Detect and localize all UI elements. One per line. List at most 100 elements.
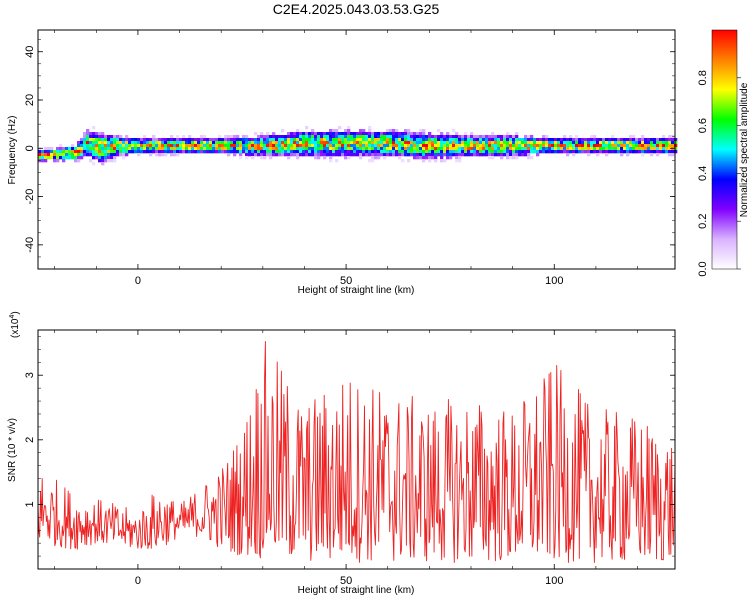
spectrogram-cell [491, 132, 495, 136]
spectrogram-cell [362, 138, 366, 142]
spectrogram-cell [344, 129, 348, 133]
spectrogram-cell [674, 150, 678, 154]
spectrogram-cell [389, 135, 393, 139]
spectrogram-cell [176, 150, 180, 154]
spectrogram-cell [401, 141, 405, 145]
spectrogram-cell [305, 150, 309, 154]
spectrogram-cell [38, 153, 42, 157]
spectrogram-cell [602, 141, 606, 145]
spectrogram-cell [104, 159, 108, 163]
spectrogram-cell [524, 141, 528, 145]
spectrogram-cell [503, 147, 507, 151]
spectrogram-cell [350, 135, 354, 139]
spectrogram-cell [638, 150, 642, 154]
spectrogram-cell [164, 144, 168, 148]
spectrogram-cell [203, 144, 207, 148]
spectrogram-cell [224, 138, 228, 142]
spectrogram-cell [485, 144, 489, 148]
spectrogram-cell [479, 135, 483, 139]
spectrogram-cell [569, 144, 573, 148]
spectrogram-cell [356, 144, 360, 148]
spectrogram-cell [89, 159, 93, 163]
spectrogram-cell [296, 156, 300, 160]
spectrogram-cell [290, 147, 294, 151]
spectrogram-cell [317, 141, 321, 145]
spectrogram-cell [356, 153, 360, 157]
spectrogram-cell [359, 132, 363, 136]
spectrogram-cell [254, 132, 258, 136]
spectrogram-cell [386, 138, 390, 142]
spectrogram-cell [575, 150, 579, 154]
spectrogram-cell [260, 132, 264, 136]
spectrogram-cell [377, 138, 381, 142]
spectrogram-cell [509, 156, 513, 160]
spectrogram-cell [467, 150, 471, 154]
spectrogram-cell [329, 129, 333, 133]
spectrogram-cell [632, 138, 636, 142]
spectrogram-cell [422, 147, 426, 151]
spectrogram-cell [512, 153, 516, 157]
spectrogram-cell [167, 147, 171, 151]
spectrogram-cell [440, 156, 444, 160]
spectrogram-cell [329, 150, 333, 154]
spectrogram-cell [428, 132, 432, 136]
spectrogram-cell [281, 153, 285, 157]
spectrogram-cell [245, 138, 249, 142]
spectrogram-cell [95, 135, 99, 139]
spectrogram-cell [212, 138, 216, 142]
spectrogram-cell [209, 147, 213, 151]
spectrogram-cell [494, 144, 498, 148]
spectrogram-cell [413, 138, 417, 142]
spectrogram-cell [374, 135, 378, 139]
spectrogram-cell [239, 153, 243, 157]
spectrogram-cell [338, 147, 342, 151]
spectrogram-cell [92, 150, 96, 154]
spectrogram-cell [632, 141, 636, 145]
spectrogram-cell [56, 153, 60, 157]
spectrogram-cell [170, 138, 174, 142]
spectrogram-cell [350, 141, 354, 145]
spectrogram-cell [557, 150, 561, 154]
colorbar-frame [711, 29, 738, 270]
spectrogram-cell [125, 141, 129, 145]
spectrogram-cell [659, 138, 663, 142]
spectrogram-cell [92, 162, 96, 166]
spectrogram-cell [311, 147, 315, 151]
spectrogram-cell [440, 150, 444, 154]
spectrogram-cell [281, 129, 285, 133]
spectrogram-cell [404, 141, 408, 145]
spectrogram-cell [527, 156, 531, 160]
spectrogram-frame [37, 29, 676, 270]
spectrogram-cell [449, 147, 453, 151]
spectrogram-cell [545, 147, 549, 151]
spectrogram-cell [266, 144, 270, 148]
spectrogram-cell [566, 144, 570, 148]
spectrogram-cell [89, 138, 93, 142]
spectrogram-cell [386, 150, 390, 154]
spectrogram-cell [614, 141, 618, 145]
spectrogram-cell [104, 147, 108, 151]
spectrogram-cell [335, 159, 339, 163]
spectrogram-cell [299, 153, 303, 157]
spectrogram-cell [449, 153, 453, 157]
spectrogram-cell [164, 153, 168, 157]
spectrogram-cell [59, 144, 63, 148]
spectrogram-cell [230, 147, 234, 151]
spectrogram-cell [224, 150, 228, 154]
spectrogram-cell [344, 153, 348, 157]
spectrogram-cell [455, 150, 459, 154]
spectrogram-cell [104, 156, 108, 160]
spectrogram-cell [161, 150, 165, 154]
spectrogram-cell [572, 138, 576, 142]
spectrogram-cell [404, 147, 408, 151]
spectrogram-cell [656, 147, 660, 151]
spectrogram-cell [269, 153, 273, 157]
spectrogram-cell [659, 141, 663, 145]
spectrogram-cell [506, 141, 510, 145]
spectrogram-cell [380, 153, 384, 157]
spectrogram-cell [287, 144, 291, 148]
spectrogram-cell [344, 132, 348, 136]
spectrogram-cell [401, 135, 405, 139]
spectrogram-cell [338, 150, 342, 154]
snr-panel: 0 50 100 123 Height of straight line (km) … [7, 311, 676, 596]
